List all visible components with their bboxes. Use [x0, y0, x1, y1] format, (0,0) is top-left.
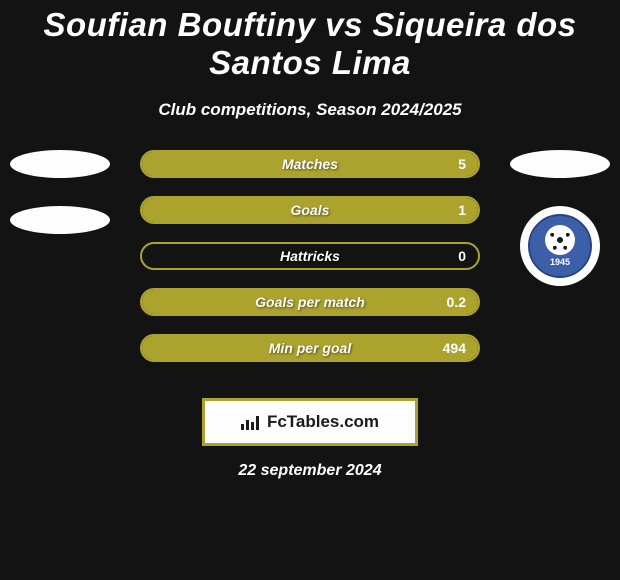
bar-value-right: 1 [458, 198, 466, 222]
subtitle: Club competitions, Season 2024/2025 [0, 100, 620, 120]
stat-bar-row: Matches5 [140, 150, 480, 178]
soccer-ball-icon [545, 225, 575, 255]
right-player-badges: 1945 [510, 150, 610, 286]
player-badge-placeholder [10, 150, 110, 178]
bar-value-right: 0 [458, 244, 466, 268]
player-badge-placeholder [510, 150, 610, 178]
bar-value-right: 5 [458, 152, 466, 176]
bar-value-right: 494 [443, 336, 466, 360]
bar-value-right: 0.2 [447, 290, 466, 314]
bar-label: Min per goal [142, 336, 478, 360]
left-player-badges [10, 150, 110, 262]
comparison-chart: 1945 Matches5 Goals1 Hattricks0 Goals per m… [0, 150, 620, 390]
club-badge: 1945 [520, 206, 600, 286]
player-badge-placeholder [10, 206, 110, 234]
bar-label: Goals per match [142, 290, 478, 314]
brand-badge: FcTables.com [202, 398, 418, 446]
bar-label: Matches [142, 152, 478, 176]
date: 22 september 2024 [0, 462, 620, 480]
stat-bar-row: Min per goal494 [140, 334, 480, 362]
page-title: Soufian Bouftiny vs Siqueira dos Santos … [0, 0, 620, 86]
stat-bars: Matches5Goals1Hattricks0Goals per match0… [140, 150, 480, 380]
stat-bar-row: Goals1 [140, 196, 480, 224]
club-year: 1945 [550, 257, 570, 267]
brand-text: FcTables.com [267, 412, 379, 432]
bar-label: Hattricks [142, 244, 478, 268]
stat-bar-row: Hattricks0 [140, 242, 480, 270]
stat-bar-row: Goals per match0.2 [140, 288, 480, 316]
bar-label: Goals [142, 198, 478, 222]
bar-chart-icon [241, 414, 261, 430]
